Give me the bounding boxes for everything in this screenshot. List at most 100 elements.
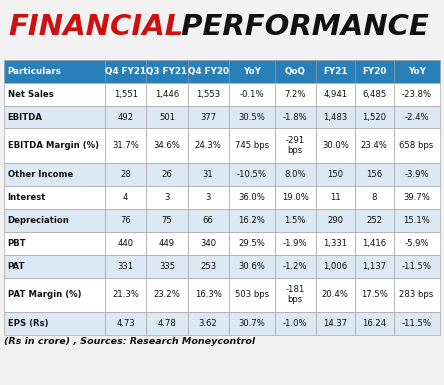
Bar [355,83,394,105]
Bar [4,105,105,129]
Text: EPS (Rs): EPS (Rs) [8,319,48,328]
Bar [355,232,394,254]
Bar [187,278,229,312]
Bar [355,312,394,335]
Bar [187,186,229,209]
Bar [355,278,394,312]
Bar [147,83,187,105]
Bar [4,254,105,278]
Bar [355,254,394,278]
Text: -3.9%: -3.9% [404,170,429,179]
Bar [147,232,187,254]
Bar [147,254,187,278]
Text: 1,551: 1,551 [114,90,138,99]
Bar [355,129,394,163]
Bar [4,129,105,163]
Text: 290: 290 [327,216,343,225]
Bar [229,232,275,254]
Text: 28: 28 [120,170,131,179]
Text: -10.5%: -10.5% [237,170,267,179]
Text: 8.0%: 8.0% [285,170,306,179]
Bar [105,129,147,163]
Bar [275,83,316,105]
Text: 150: 150 [327,170,343,179]
Text: 39.7%: 39.7% [403,193,430,202]
Bar [275,278,316,312]
Text: 492: 492 [118,112,134,122]
Bar [4,278,105,312]
Text: 17.5%: 17.5% [361,290,388,299]
Bar [316,254,355,278]
Bar [394,163,440,186]
Text: Q4 FY20: Q4 FY20 [188,67,229,75]
Text: 1,006: 1,006 [323,262,347,271]
Bar [4,232,105,254]
Text: 31: 31 [203,170,214,179]
Text: EBITDA Margin (%): EBITDA Margin (%) [8,141,99,150]
Text: 1,446: 1,446 [155,90,179,99]
Bar [105,105,147,129]
Bar [105,83,147,105]
Text: 34.6%: 34.6% [154,141,180,150]
Text: 253: 253 [200,262,216,271]
Bar [394,254,440,278]
Text: 1,483: 1,483 [323,112,348,122]
Bar [147,186,187,209]
Bar [147,60,187,83]
Bar [187,209,229,232]
Bar [187,129,229,163]
Text: PAT: PAT [8,262,25,271]
Text: 16.2%: 16.2% [238,216,265,225]
Text: 501: 501 [159,112,175,122]
Bar [147,163,187,186]
Bar [394,60,440,83]
Text: 1,137: 1,137 [362,262,386,271]
Bar [275,209,316,232]
Bar [355,186,394,209]
Text: Particulars: Particulars [8,67,61,75]
Bar [147,312,187,335]
Text: FINANCIAL: FINANCIAL [9,13,184,42]
Text: 8: 8 [372,193,377,202]
Bar [105,209,147,232]
Bar [316,232,355,254]
Text: 6,485: 6,485 [362,90,386,99]
Bar [229,312,275,335]
Text: 20.4%: 20.4% [322,290,349,299]
Bar [394,232,440,254]
Text: 30.5%: 30.5% [238,112,265,122]
Bar [187,312,229,335]
Bar [147,209,187,232]
Text: 7.2%: 7.2% [285,90,306,99]
Text: 15.1%: 15.1% [403,216,430,225]
Text: 4,941: 4,941 [323,90,347,99]
Bar [187,163,229,186]
Bar [394,105,440,129]
Bar [229,186,275,209]
Text: 23.2%: 23.2% [154,290,180,299]
Text: 283 bps: 283 bps [400,290,434,299]
Bar [187,83,229,105]
Bar [275,312,316,335]
Text: 4: 4 [123,193,128,202]
Bar [4,312,105,335]
Bar [4,60,105,83]
Bar [275,129,316,163]
Text: Other Income: Other Income [8,170,73,179]
Text: 503 bps: 503 bps [235,290,269,299]
Bar [394,278,440,312]
Text: -291
bps: -291 bps [285,136,305,155]
Text: 252: 252 [366,216,382,225]
Bar [4,83,105,105]
Text: 3: 3 [206,193,211,202]
Bar [147,278,187,312]
Text: 1,553: 1,553 [196,90,220,99]
Text: Depreciation: Depreciation [8,216,69,225]
Bar [394,186,440,209]
Bar [316,278,355,312]
Bar [275,186,316,209]
Bar [394,312,440,335]
Bar [187,232,229,254]
Text: YoY: YoY [243,67,261,75]
Text: -0.1%: -0.1% [239,90,264,99]
